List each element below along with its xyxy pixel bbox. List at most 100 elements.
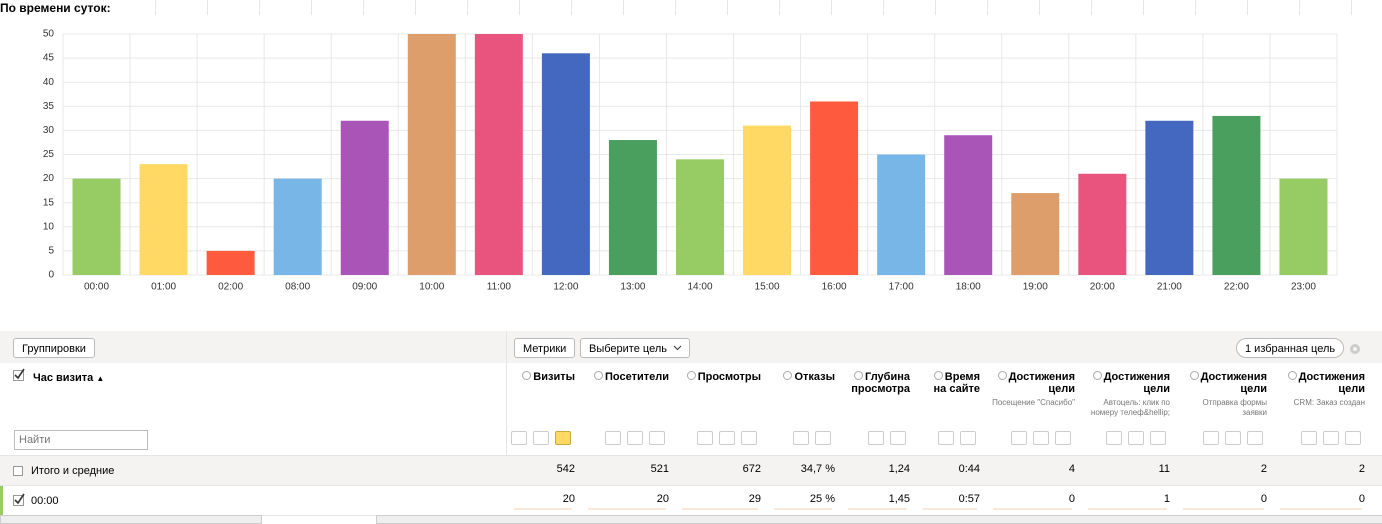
view-toggle[interactable] (555, 431, 571, 445)
dimension-header[interactable]: Час визита ▲ (33, 372, 104, 384)
info-icon[interactable] (1189, 371, 1199, 380)
info-icon[interactable] (933, 371, 943, 380)
settings-icon[interactable] (1348, 342, 1362, 356)
view-toggle[interactable] (627, 431, 643, 445)
view-toggle[interactable] (1055, 431, 1071, 445)
column-header[interactable]: Визиты (511, 371, 575, 383)
table-cell: 0:57 (958, 493, 980, 505)
info-icon[interactable] (594, 371, 604, 380)
view-toggle[interactable] (890, 431, 906, 445)
y-tick-label: 45 (43, 53, 55, 64)
view-toggle[interactable] (815, 431, 831, 445)
info-icon[interactable] (1287, 371, 1297, 380)
column-header[interactable]: Глубина просмотра (845, 371, 910, 395)
view-toggle[interactable] (697, 431, 713, 445)
x-tick-label: 01:00 (151, 282, 176, 293)
table-cell: 1,45 (888, 493, 910, 505)
view-toggle[interactable] (649, 431, 665, 445)
x-tick-label: 20:00 (1090, 282, 1115, 293)
column-subtitle: Автоцель: клик по номеру телеф&hellip; (1090, 398, 1170, 417)
view-toggle[interactable] (605, 431, 621, 445)
view-toggle[interactable] (960, 431, 976, 445)
view-toggle[interactable] (719, 431, 735, 445)
column-header[interactable]: Достижения цели (990, 371, 1075, 395)
bar (944, 135, 993, 275)
section-title: По времени суток: (0, 1, 114, 15)
table-cell: 0 (1358, 493, 1365, 505)
column-title: Отказы (794, 371, 835, 383)
table-cell: 0:44 (958, 463, 980, 475)
x-tick-label: 09:00 (352, 282, 377, 293)
row-label: 00:00 (31, 495, 59, 507)
column-header[interactable]: Отказы (771, 371, 835, 383)
view-toggle[interactable] (1323, 431, 1339, 445)
view-toggle[interactable] (1128, 431, 1144, 445)
favorites-button[interactable]: 1 избранная цель (1236, 338, 1345, 358)
y-tick-label: 0 (48, 270, 54, 281)
bar (1212, 115, 1261, 275)
header-checkbox[interactable] (13, 368, 26, 381)
column-header[interactable]: Просмотры (679, 371, 761, 383)
view-toggle[interactable] (1203, 431, 1219, 445)
column-header[interactable]: Посетители (585, 371, 669, 383)
info-icon[interactable] (997, 371, 1007, 380)
view-toggle[interactable] (1150, 431, 1166, 445)
dimension-title: Час визита (33, 372, 94, 384)
table-cell: 0 (1260, 493, 1267, 505)
column-header[interactable]: Время на сайте (920, 371, 980, 395)
view-toggle[interactable] (1247, 431, 1263, 445)
bar (1279, 178, 1328, 275)
table-cell: 34,7 % (800, 463, 835, 475)
info-icon[interactable] (783, 371, 793, 380)
sheet-grid (0, 0, 1382, 15)
column-header[interactable]: Достижения цели (1085, 371, 1170, 395)
view-toggle[interactable] (1011, 431, 1027, 445)
scrollbar (0, 515, 262, 524)
search-input[interactable] (14, 430, 148, 450)
bar (1011, 193, 1060, 275)
goal-select[interactable]: Выберите цель (580, 338, 690, 358)
column-subtitle: Посещение "Спасибо" (992, 398, 1075, 407)
table-cell: 20 (562, 493, 575, 505)
view-toggle[interactable] (1033, 431, 1049, 445)
view-toggle[interactable] (793, 431, 809, 445)
goal-select-label: Выберите цель (589, 343, 667, 355)
view-toggle[interactable] (1225, 431, 1241, 445)
bar (474, 34, 523, 275)
groupings-button[interactable]: Группировки (13, 338, 95, 358)
view-toggle[interactable] (1106, 431, 1122, 445)
info-icon[interactable] (522, 371, 532, 380)
view-toggle[interactable] (1301, 431, 1317, 445)
x-tick-label: 15:00 (755, 282, 780, 293)
view-toggle[interactable] (533, 431, 549, 445)
view-toggle[interactable] (938, 431, 954, 445)
x-tick-label: 11:00 (487, 282, 512, 293)
view-toggle[interactable] (1345, 431, 1361, 445)
table-cell: 672 (742, 463, 761, 475)
table-cell: 4 (1068, 463, 1075, 475)
view-toggle[interactable] (741, 431, 757, 445)
info-icon[interactable] (1092, 371, 1102, 380)
view-toggle[interactable] (511, 431, 527, 445)
bar (608, 140, 657, 275)
column-header[interactable]: Достижения цели (1277, 371, 1365, 395)
row-checkbox[interactable] (13, 493, 26, 506)
x-tick-label: 16:00 (822, 282, 847, 293)
info-icon[interactable] (686, 371, 696, 380)
share-bar (993, 508, 1072, 510)
row-checkbox[interactable] (13, 466, 23, 476)
table-row (0, 456, 1382, 486)
table-cell: 25 % (809, 493, 835, 505)
table-cell: 542 (556, 463, 575, 475)
bar (877, 154, 926, 275)
y-tick-label: 15 (43, 197, 55, 208)
column-header[interactable]: Достижения цели (1180, 371, 1267, 395)
x-tick-label: 18:00 (956, 282, 981, 293)
metrics-button[interactable]: Метрики (514, 338, 576, 358)
x-tick-label: 22:00 (1224, 282, 1249, 293)
dropdown-arrow (673, 345, 682, 351)
view-toggle[interactable] (868, 431, 884, 445)
info-icon[interactable] (854, 371, 864, 380)
